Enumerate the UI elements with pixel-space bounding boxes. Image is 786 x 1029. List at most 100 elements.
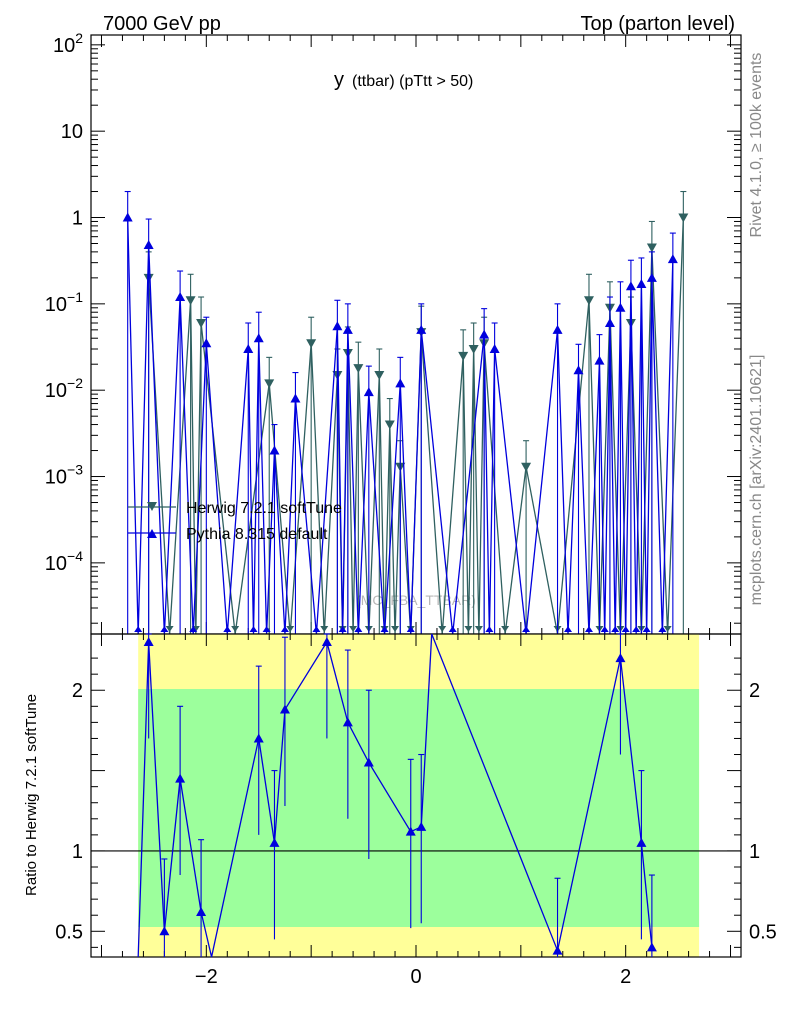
pythia-data-point	[201, 338, 212, 348]
herwig-data-point	[196, 319, 207, 329]
pythia-floor-marker	[485, 626, 494, 632]
pythia-floor-marker	[522, 626, 531, 632]
pythia-data-point	[489, 343, 500, 353]
legend-pythia-label: Pythia 8.315 default	[186, 526, 328, 543]
pythia-floor-marker	[642, 626, 651, 632]
pythia-floor-marker	[249, 626, 258, 632]
pythia-ratio-point	[175, 773, 186, 783]
y-tick-label: 102	[53, 30, 83, 57]
ratio-y-axis-label: Ratio to Herwig 7.2.1 softTune	[23, 694, 40, 896]
pythia-data-point	[363, 387, 374, 397]
pythia-data-point	[243, 343, 254, 353]
pythia-ratio-point	[342, 717, 353, 727]
pythia-ratio-point	[159, 926, 170, 936]
pythia-data-point	[395, 378, 406, 388]
ratio-y-tick-label: 1	[72, 841, 83, 863]
pythia-ratio-point	[269, 837, 280, 847]
ratio-plot: 2 2 1 1 0.5 0.5 −2 0 2	[55, 633, 777, 988]
pythia-data-point	[573, 365, 584, 375]
plot-title-main: y	[334, 69, 344, 91]
legend: Herwig 7.2.1 softTune Pythia 8.315 defau…	[128, 500, 342, 543]
pythia-floor-marker	[312, 626, 321, 632]
pythia-floor-marker	[223, 626, 232, 632]
pythia-ratio-point	[615, 653, 626, 663]
ratio-y-tick-label-right: 0.5	[749, 921, 777, 943]
herwig-data-point	[678, 213, 689, 223]
herwig-floor-marker	[349, 626, 358, 632]
plot-title-sub: (ttbar) (pTtt > 50)	[352, 73, 473, 90]
pythia-floor-marker	[658, 626, 667, 632]
herwig-floor-marker	[464, 626, 473, 632]
pythia-data-point	[646, 272, 657, 282]
pythia-data-point	[332, 321, 343, 331]
main-distribution-plot: 102 10 1 10−1 10−2 10−3 10−4	[45, 30, 742, 635]
herwig-floor-marker	[438, 626, 447, 632]
pythia-data-point	[615, 302, 626, 312]
pythia-floor-marker	[448, 626, 457, 632]
pythia-data-point	[604, 318, 615, 328]
ratio-y-tick-label-right: 2	[749, 680, 760, 702]
pythia-ratio-point	[196, 907, 207, 917]
pythia-series	[122, 190, 678, 635]
pythia-floor-marker	[564, 626, 573, 632]
x-tick-label: −2	[195, 966, 218, 988]
legend-herwig-label: Herwig 7.2.1 softTune	[186, 500, 342, 517]
herwig-floor-marker	[165, 626, 174, 632]
pythia-data-point	[552, 324, 563, 334]
pythia-data-point	[269, 445, 280, 455]
pythia-floor-marker	[621, 626, 630, 632]
x-tick-label: 0	[410, 966, 421, 988]
pythia-ratio-series	[137, 633, 657, 958]
pythia-floor-marker	[611, 626, 620, 632]
collision-energy-label: 7000 GeV pp	[103, 13, 221, 35]
pythia-floor-marker	[338, 626, 347, 632]
herwig-data-point	[374, 370, 385, 380]
ratio-y-tick-label: 2	[72, 680, 83, 702]
y-tick-label: 10−4	[45, 548, 83, 575]
pythia-ratio-point	[552, 945, 563, 955]
pythia-floor-marker	[632, 626, 641, 632]
herwig-data-point	[646, 243, 657, 253]
herwig-floor-marker	[231, 626, 240, 632]
herwig-data-point	[468, 344, 479, 354]
pythia-data-point	[416, 324, 427, 334]
ratio-y-tick-label: 0.5	[55, 921, 83, 943]
herwig-data-point	[306, 339, 317, 349]
pythia-ratio-point	[636, 837, 647, 847]
pythia-floor-marker	[280, 626, 289, 632]
pythia-ratio-point	[279, 704, 290, 714]
mcplots-source-label: mcplots.cern.ch [arXiv:2401.10621]	[748, 355, 765, 606]
herwig-data-point	[264, 379, 275, 389]
uncertainty-band-inner	[138, 689, 700, 927]
pythia-floor-marker	[160, 626, 169, 632]
herwig-floor-marker	[501, 626, 510, 632]
herwig-data-point	[353, 364, 364, 374]
ratio-y-tick-label-right: 1	[749, 841, 760, 863]
y-tick-label: 1	[72, 208, 83, 230]
pythia-ratio-point	[253, 733, 264, 743]
legend-pythia-marker	[147, 529, 157, 538]
pythia-data-point	[342, 324, 353, 334]
pythia-ratio-point	[646, 942, 657, 952]
herwig-data-point	[384, 420, 395, 430]
herwig-data-point	[458, 351, 469, 361]
herwig-floor-marker	[663, 626, 672, 632]
herwig-floor-marker	[320, 626, 329, 632]
pythia-data-point	[594, 355, 605, 365]
x-tick-label: 2	[620, 966, 631, 988]
y-tick-label: 10	[61, 121, 83, 143]
pythia-floor-marker	[584, 626, 593, 632]
pythia-ratio-point	[405, 826, 416, 836]
pythia-data-point	[175, 292, 186, 302]
herwig-floor-marker	[286, 626, 295, 632]
pythia-data-point	[636, 278, 647, 288]
pythia-ratio-point	[321, 637, 332, 647]
analysis-watermark: (MC_FBA_TTBAR)	[356, 592, 476, 608]
pythia-ratio-point	[143, 637, 154, 647]
pythia-ratio-point	[416, 821, 427, 831]
pythia-data-point	[667, 254, 678, 264]
pythia-floor-marker	[406, 626, 415, 632]
rivet-version-label: Rivet 4.1.0, ≥ 100k events	[748, 53, 765, 238]
